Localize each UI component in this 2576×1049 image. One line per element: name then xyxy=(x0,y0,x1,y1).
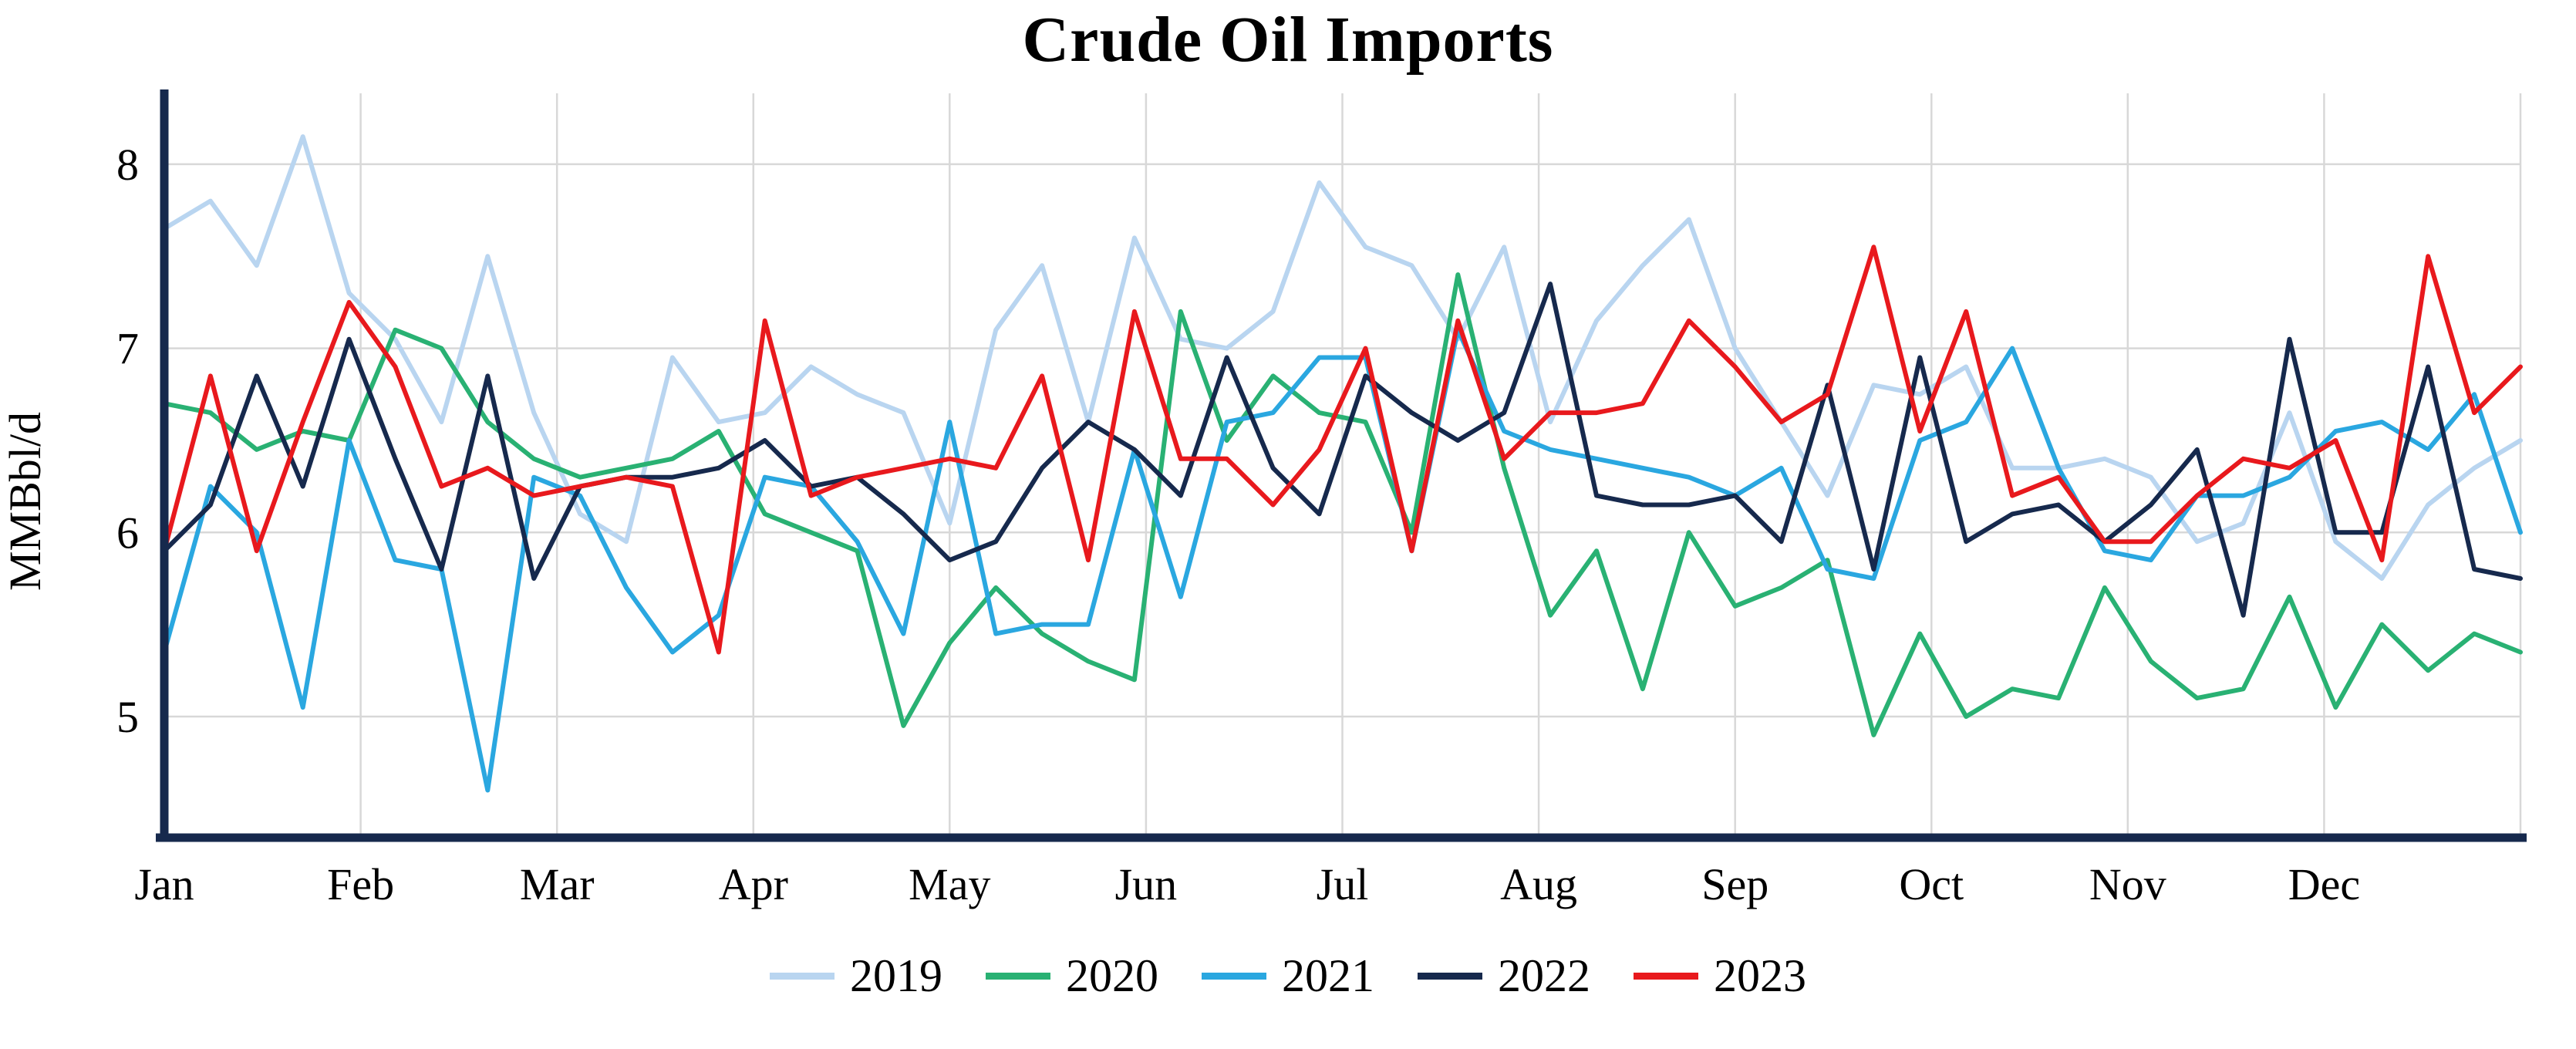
legend-item-2023[interactable]: 2023 xyxy=(1634,949,1806,1003)
x-tick-label: Sep xyxy=(1701,859,1768,909)
x-tick-label: Dec xyxy=(2288,859,2360,909)
legend-swatch-2022 xyxy=(1418,973,1482,980)
x-tick-label: Mar xyxy=(520,859,595,909)
x-tick-label: May xyxy=(909,859,990,909)
legend-item-2021[interactable]: 2021 xyxy=(1202,949,1374,1003)
legend: 2019 2020 2021 2022 2023 xyxy=(0,949,2576,1003)
series-line-2020 xyxy=(162,272,2523,737)
legend-swatch-2023 xyxy=(1634,973,1698,980)
series-line-2019 xyxy=(162,134,2523,581)
legend-item-2019[interactable]: 2019 xyxy=(770,949,942,1003)
y-tick-label: 8 xyxy=(116,140,139,190)
x-tick-label: Jan xyxy=(134,859,194,909)
series-lines xyxy=(162,134,2523,793)
legend-label-2020: 2020 xyxy=(1066,950,1158,1001)
legend-swatch-2021 xyxy=(1202,973,1266,980)
x-tick-label: Oct xyxy=(1899,859,1964,909)
y-tick-label: 6 xyxy=(116,508,139,558)
legend-label-2021: 2021 xyxy=(1282,950,1374,1001)
x-tick-label: Feb xyxy=(327,859,394,909)
series-line-2023 xyxy=(162,245,2523,655)
legend-label-2023: 2023 xyxy=(1714,950,1806,1001)
series-line-2021 xyxy=(162,327,2523,793)
x-tick-label: Aug xyxy=(1500,859,1577,909)
legend-item-2020[interactable]: 2020 xyxy=(986,949,1158,1003)
y-tick-label: 7 xyxy=(116,324,139,374)
x-tick-label: Apr xyxy=(719,859,788,909)
x-tick-labels: Jan Feb Mar Apr May Jun Jul Aug Sep Oct Nov Dec xyxy=(134,859,2360,909)
series-line-2022 xyxy=(162,282,2523,618)
y-tick-label: 5 xyxy=(116,692,139,742)
x-tick-label: Jun xyxy=(1115,859,1178,909)
x-tick-label: Nov xyxy=(2089,859,2166,909)
line-chart: 5 6 7 8 Jan Feb Mar Apr May Jun Jul Aug Sep Oct Nov De… xyxy=(0,89,2527,909)
y-tick-labels: 5 6 7 8 xyxy=(116,140,139,742)
legend-item-2022[interactable]: 2022 xyxy=(1418,949,1590,1003)
y-axis-label: MMBbl/d xyxy=(0,412,50,591)
gridlines xyxy=(164,93,2522,838)
legend-label-2019: 2019 xyxy=(850,950,942,1001)
legend-swatch-2019 xyxy=(770,973,835,980)
chart-title: Crude Oil Imports xyxy=(1022,4,1554,76)
legend-label-2022: 2022 xyxy=(1498,950,1590,1001)
legend-swatch-2020 xyxy=(986,973,1050,980)
x-tick-label: Jul xyxy=(1317,859,1369,909)
